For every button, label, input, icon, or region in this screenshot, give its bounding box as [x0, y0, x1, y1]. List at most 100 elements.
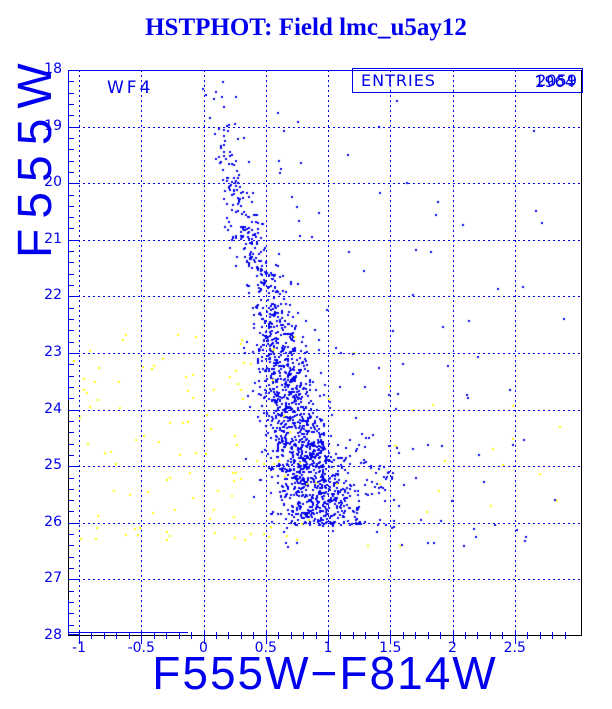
y-tick-label: 26: [44, 513, 62, 530]
y-major-tick: [69, 523, 80, 524]
x-minor-tick: [502, 632, 503, 639]
y-minor-tick: [69, 262, 74, 263]
frame-bottom-edge-blue-segment: [68, 632, 188, 633]
y-gridline: [68, 523, 582, 524]
x-major-tick: [141, 632, 142, 644]
chip-label: WF4: [107, 78, 154, 98]
y-minor-tick: [69, 285, 74, 286]
x-major-tick: [266, 632, 267, 644]
y-minor-tick: [69, 534, 74, 535]
y-tick-label: 20: [44, 174, 62, 191]
y-minor-tick: [69, 602, 74, 603]
y-minor-tick: [69, 545, 74, 546]
y-major-tick: [69, 183, 80, 184]
y-gridline: [68, 183, 582, 184]
x-minor-tick: [191, 632, 192, 639]
y-minor-tick: [69, 625, 74, 626]
y-gridline: [68, 127, 582, 128]
y-minor-tick: [69, 251, 74, 252]
y-minor-tick: [69, 421, 74, 422]
y-major-tick: [69, 296, 80, 297]
x-axis-title: F555W−F814W: [152, 647, 498, 699]
y-minor-tick: [69, 330, 74, 331]
x-minor-tick: [415, 632, 416, 639]
x-minor-tick: [228, 632, 229, 639]
y-minor-tick: [69, 500, 74, 501]
y-minor-tick: [69, 195, 74, 196]
y-minor-tick: [69, 398, 74, 399]
x-major-tick: [328, 632, 329, 644]
plot-area: WF4 ENTRIES 2059 1964: [68, 68, 583, 644]
y-minor-tick: [69, 217, 74, 218]
x-minor-tick: [104, 632, 105, 639]
y-minor-tick: [69, 511, 74, 512]
y-major-tick: [69, 353, 80, 354]
y-axis-title: F555W: [9, 53, 62, 258]
y-major-tick: [69, 70, 80, 71]
x-minor-tick: [477, 632, 478, 639]
x-minor-tick: [378, 632, 379, 639]
x-minor-tick: [353, 632, 354, 639]
y-minor-tick: [69, 104, 74, 105]
y-major-tick: [69, 579, 80, 580]
entries-value-secondary: 1964: [534, 72, 575, 91]
x-minor-tick: [241, 632, 242, 639]
x-tick-label: 0: [199, 640, 208, 656]
frame-left-edge-black-segment: [68, 400, 69, 600]
x-minor-tick: [340, 632, 341, 639]
y-tick-label: 23: [44, 344, 62, 360]
x-tick-label: -1: [72, 640, 86, 656]
x-tick-label: 1.5: [379, 640, 402, 656]
y-gridline: [68, 579, 582, 580]
entries-label: ENTRIES: [361, 71, 436, 90]
x-minor-tick: [291, 632, 292, 639]
x-tick-label: -0.5: [127, 640, 155, 656]
y-minor-tick: [69, 478, 74, 479]
y-minor-tick: [69, 444, 74, 445]
x-major-tick: [515, 632, 516, 644]
y-minor-tick: [69, 489, 74, 490]
y-minor-tick: [69, 308, 74, 309]
x-major-tick: [390, 632, 391, 644]
y-tick-label: 27: [44, 570, 62, 587]
y-minor-tick: [69, 376, 74, 377]
x-minor-tick: [116, 632, 117, 639]
y-minor-tick: [69, 432, 74, 433]
y-tick-label: 18: [44, 61, 62, 77]
y-tick-label: 22: [44, 287, 62, 304]
x-minor-tick: [179, 632, 180, 639]
x-minor-tick: [565, 632, 566, 639]
y-gridline: [68, 466, 582, 467]
x-major-tick: [79, 632, 80, 644]
y-tick-label: 28: [44, 627, 62, 643]
x-minor-tick: [216, 632, 217, 639]
y-tick-label: 19: [44, 117, 62, 134]
y-minor-tick: [69, 172, 74, 173]
x-minor-tick: [465, 632, 466, 639]
y-gridline: [68, 353, 582, 354]
y-minor-tick: [69, 115, 74, 116]
x-tick-label: 2.5: [503, 640, 526, 656]
x-minor-tick: [129, 632, 130, 639]
y-gridline: [68, 296, 582, 297]
x-minor-tick: [253, 632, 254, 639]
y-minor-tick: [69, 342, 74, 343]
y-major-tick: [69, 240, 80, 241]
x-minor-tick: [440, 632, 441, 639]
x-tick-label: 0.5: [254, 640, 277, 656]
entries-box: ENTRIES 2059 1964: [352, 68, 583, 93]
y-major-tick: [69, 634, 80, 635]
y-tick-label: 21: [44, 230, 62, 247]
y-minor-tick: [69, 557, 74, 558]
y-minor-tick: [69, 138, 74, 139]
x-minor-tick: [303, 632, 304, 639]
y-tick-label: 25: [44, 457, 62, 474]
y-minor-tick: [69, 364, 74, 365]
y-minor-tick: [69, 81, 74, 82]
x-minor-tick: [540, 632, 541, 639]
x-minor-tick: [91, 632, 92, 639]
x-minor-tick: [365, 632, 366, 639]
y-minor-tick: [69, 319, 74, 320]
y-minor-tick: [69, 387, 74, 388]
